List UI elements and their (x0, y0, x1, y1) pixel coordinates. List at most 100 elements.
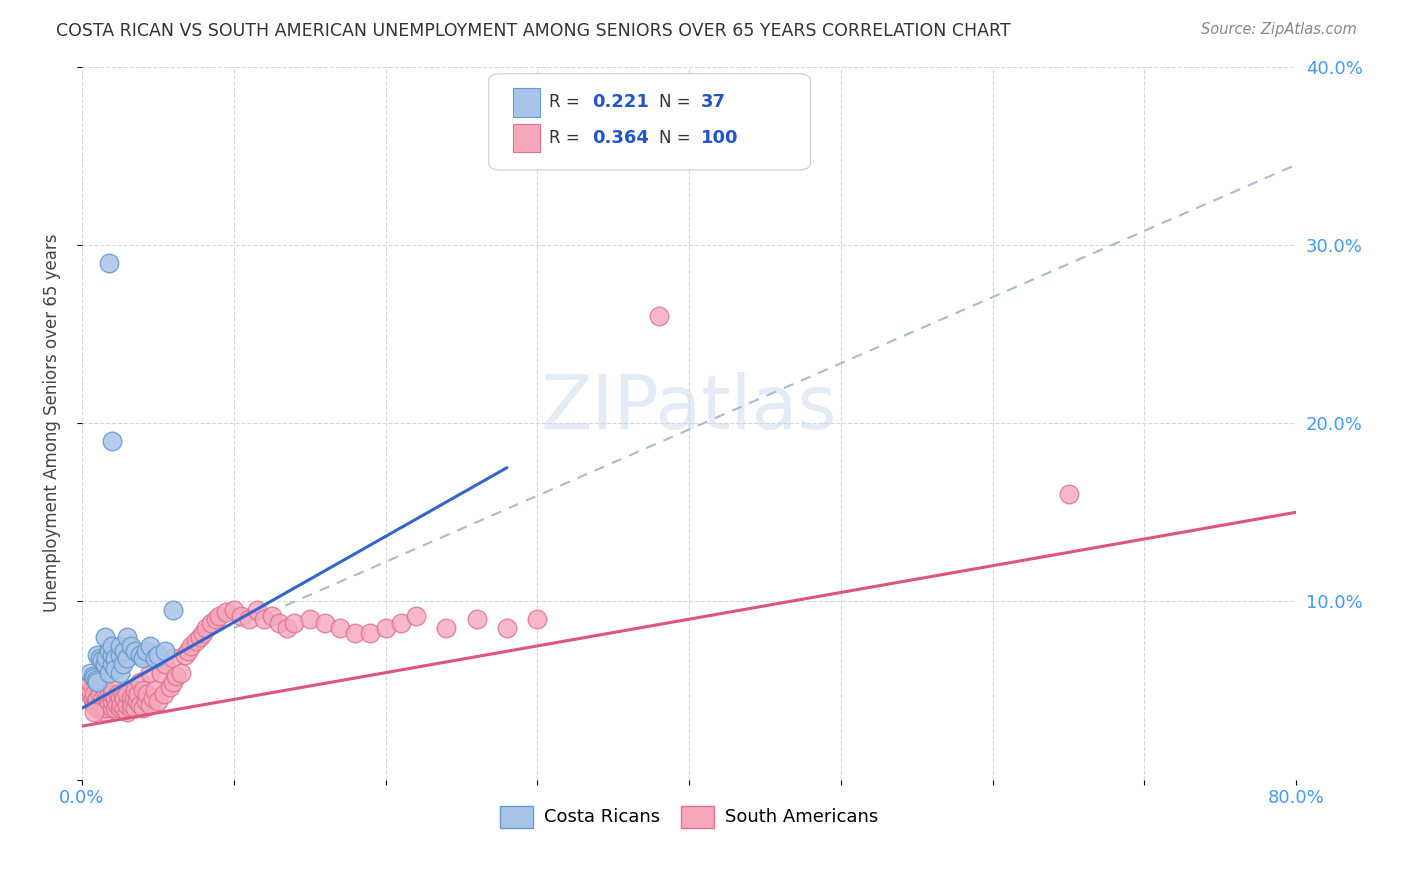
Point (84, 673, 107, 687)
Point (165, 669, 187, 683)
Point (124, 644, 146, 658)
FancyBboxPatch shape (489, 74, 810, 170)
Point (124, 701, 146, 715)
Point (405, 608, 427, 623)
Point (79, 674, 101, 689)
Point (193, 626, 215, 640)
Point (162, 674, 184, 689)
Point (120, 701, 142, 715)
Text: 0.364: 0.364 (592, 129, 648, 147)
Point (222, 603, 245, 617)
Point (142, 690, 165, 705)
Text: R =: R = (550, 129, 581, 147)
Point (155, 644, 177, 658)
Point (131, 701, 153, 715)
Text: Source: ZipAtlas.com: Source: ZipAtlas.com (1201, 22, 1357, 37)
Point (96, 701, 118, 715)
Point (122, 690, 145, 705)
Point (79, 687, 101, 701)
Point (91, 690, 114, 705)
Point (101, 680, 124, 694)
Point (135, 644, 157, 658)
Point (169, 665, 191, 680)
Point (114, 690, 136, 705)
Point (117, 698, 139, 712)
Point (648, 309, 671, 323)
Point (127, 687, 149, 701)
Point (389, 615, 412, 630)
Point (120, 639, 142, 653)
Point (93, 705, 115, 719)
Point (231, 608, 253, 623)
Point (111, 687, 134, 701)
Point (174, 648, 197, 662)
Point (117, 705, 139, 719)
Point (253, 612, 276, 626)
Point (125, 694, 148, 708)
Point (93, 630, 115, 644)
Point (131, 651, 153, 665)
Point (149, 665, 172, 680)
Point (131, 683, 153, 698)
Point (344, 626, 367, 640)
Point (117, 651, 139, 665)
Point (86, 701, 108, 715)
Point (146, 648, 169, 662)
Text: N =: N = (659, 94, 690, 112)
Point (496, 621, 519, 635)
Point (89, 651, 111, 665)
Point (79, 683, 101, 698)
Point (86, 674, 108, 689)
FancyBboxPatch shape (513, 88, 540, 117)
Point (526, 612, 548, 626)
Point (245, 603, 267, 617)
Point (107, 687, 129, 701)
FancyBboxPatch shape (513, 124, 540, 153)
Point (434, 621, 457, 635)
Point (101, 434, 124, 448)
Point (153, 687, 176, 701)
Point (276, 621, 298, 635)
Point (82, 692, 104, 706)
Point (1057, 487, 1080, 501)
Point (110, 698, 132, 712)
Point (238, 612, 260, 626)
Point (93, 683, 115, 698)
Point (101, 687, 124, 701)
Point (283, 615, 305, 630)
Point (117, 630, 139, 644)
Point (159, 680, 181, 694)
Point (108, 701, 131, 715)
Point (101, 701, 124, 715)
Point (104, 651, 127, 665)
Point (104, 690, 127, 705)
Point (111, 657, 134, 671)
Point (188, 630, 211, 644)
Point (90, 653, 112, 667)
Point (177, 644, 200, 658)
Text: R =: R = (550, 94, 581, 112)
Point (260, 608, 283, 623)
Point (136, 687, 159, 701)
Text: COSTA RICAN VS SOUTH AMERICAN UNEMPLOYMENT AMONG SENIORS OVER 65 YEARS CORRELATI: COSTA RICAN VS SOUTH AMERICAN UNEMPLOYME… (56, 22, 1011, 40)
Point (108, 665, 131, 680)
Point (120, 690, 142, 705)
Point (329, 621, 352, 635)
Point (83, 705, 105, 719)
Point (93, 657, 115, 671)
Point (269, 615, 291, 630)
Point (314, 615, 336, 630)
Point (98, 644, 121, 658)
Point (98, 687, 121, 701)
Point (108, 639, 131, 653)
Text: ZIPatlas: ZIPatlas (541, 372, 838, 445)
Point (101, 657, 124, 671)
Point (104, 701, 127, 715)
Text: 100: 100 (702, 129, 738, 147)
Point (204, 612, 226, 626)
Point (139, 698, 162, 712)
Legend: Costa Ricans, South Americans: Costa Ricans, South Americans (494, 798, 886, 835)
Point (162, 603, 184, 617)
Point (139, 665, 162, 680)
Point (98, 698, 121, 712)
